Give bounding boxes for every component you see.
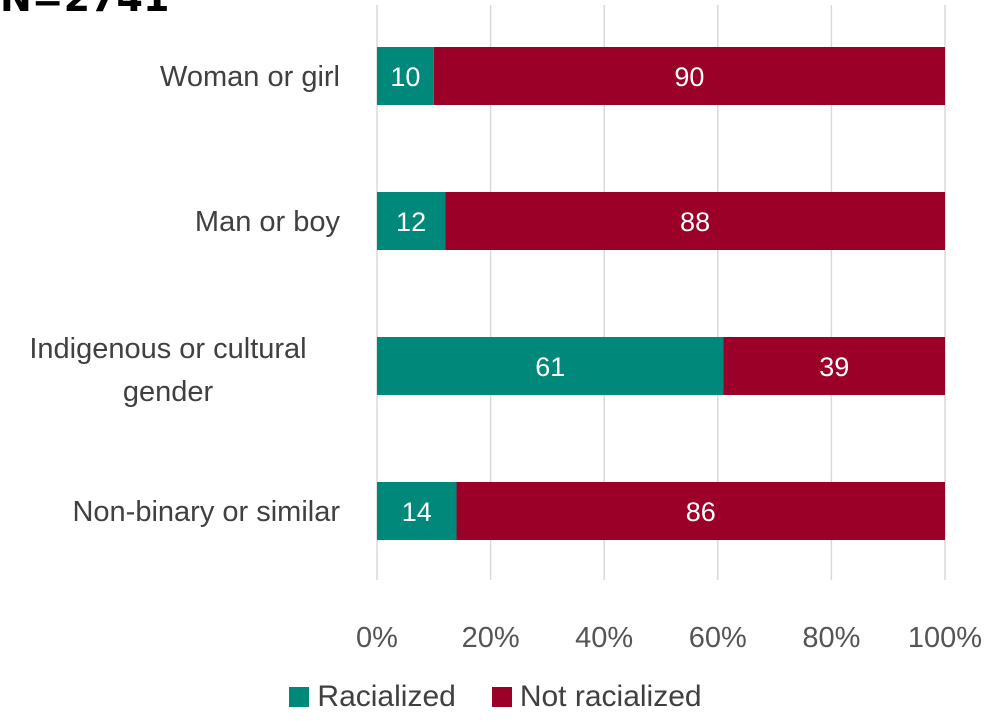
legend-swatch [289, 687, 310, 707]
bars: 10 90 12 88 61 39 14 86 [377, 47, 945, 540]
legend-item: Not racialized [491, 680, 702, 714]
bar-value-label: 12 [396, 207, 426, 237]
bar-value-label: 88 [680, 207, 710, 237]
bar-value-label: 14 [402, 497, 432, 527]
legend-label: Not racialized [519, 680, 702, 713]
category-labels: Woman or girl Man or boy Indigenous or cul… [29, 61, 340, 528]
bar-segment [377, 47, 434, 105]
x-tick-label: 40% [575, 622, 633, 654]
x-tick-label: 100% [908, 622, 982, 654]
x-tick-label: 80% [802, 622, 860, 654]
legend-label: Racialized [317, 680, 456, 713]
bar-segment [723, 337, 945, 395]
bar-segment [377, 337, 724, 395]
bar-value-label: 86 [686, 497, 716, 527]
bar-segment [445, 192, 945, 250]
bar-value-label: 61 [535, 352, 565, 382]
chart-title: N=2741 [0, 0, 169, 20]
bar-segment [377, 192, 446, 250]
category-label: Man or boy [195, 206, 341, 238]
category-label: Indigenous or cultural gender [29, 333, 306, 408]
x-axis-ticks: 0% 20% 40% 60% 80% 100% [356, 622, 982, 654]
bar-value-label: 10 [390, 62, 420, 92]
bar-segment [456, 482, 945, 540]
stacked-bar-chart: 10 90 12 88 61 39 14 86 Woman or girl Man or boy… [29, 5, 982, 654]
legend: Racialized Not racialized [0, 680, 991, 714]
bar-segment [377, 482, 457, 540]
x-tick-label: 60% [689, 622, 747, 654]
bar-value-label: 90 [674, 62, 704, 92]
category-label: Woman or girl [160, 61, 340, 93]
legend-swatch [491, 687, 512, 707]
legend-item: Racialized [289, 680, 456, 714]
bar-segment [433, 47, 945, 105]
x-tick-label: 0% [356, 622, 398, 654]
bar-value-label: 39 [819, 352, 849, 382]
category-label: Non-binary or similar [72, 496, 340, 528]
x-tick-label: 20% [462, 622, 520, 654]
